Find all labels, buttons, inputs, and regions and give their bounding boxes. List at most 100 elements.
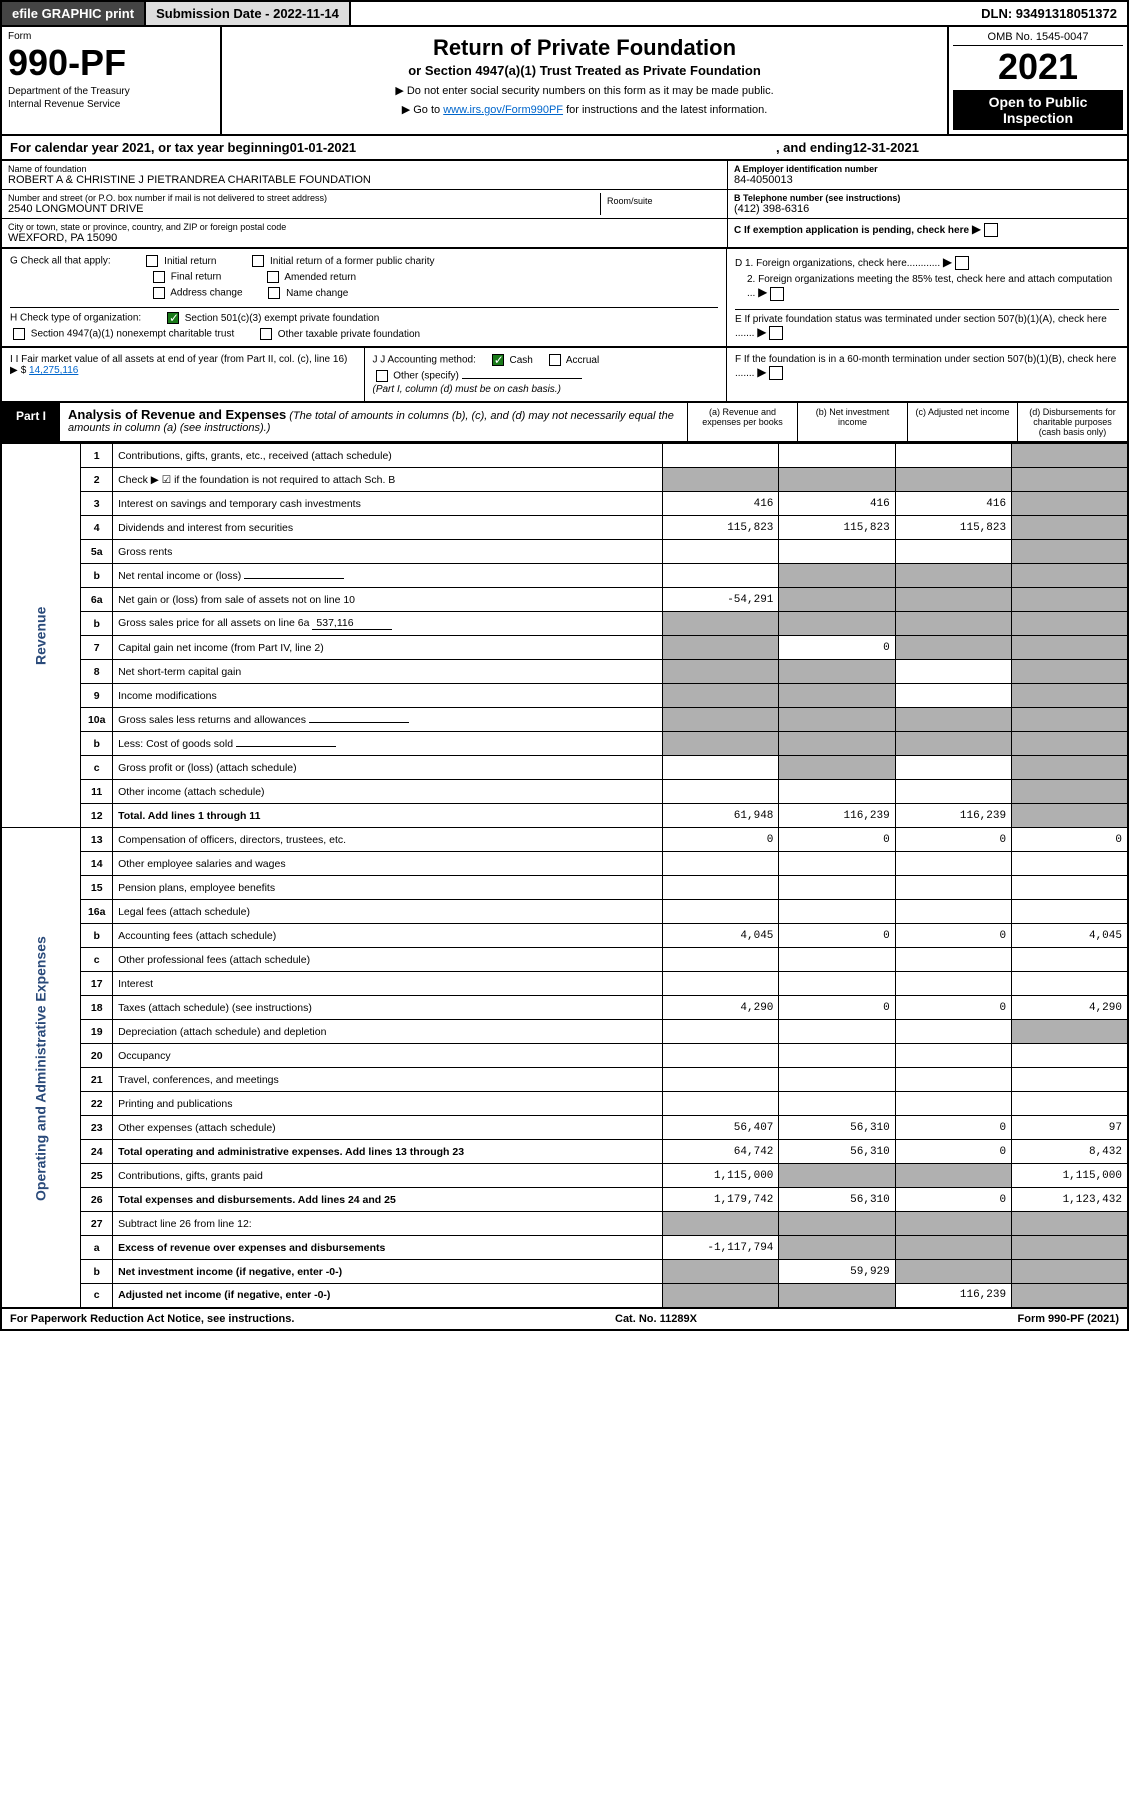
line-number: c — [81, 1284, 113, 1308]
col-b-value: 0 — [779, 636, 895, 660]
line-number: 15 — [81, 876, 113, 900]
table-row: 25Contributions, gifts, grants paid1,115… — [1, 1164, 1128, 1188]
line-number: 21 — [81, 1068, 113, 1092]
h-501c3-checkbox[interactable] — [167, 312, 179, 324]
g-name-change-checkbox[interactable] — [268, 287, 280, 299]
col-d-value — [1012, 1284, 1128, 1308]
line-number: 16a — [81, 900, 113, 924]
col-d-value — [1012, 708, 1128, 732]
col-a-value: 61,948 — [663, 804, 779, 828]
col-b-value — [779, 1068, 895, 1092]
d2-checkbox[interactable] — [770, 287, 784, 301]
j-other-checkbox[interactable] — [376, 370, 388, 382]
line-description: Less: Cost of goods sold — [113, 732, 663, 756]
col-b-value — [779, 732, 895, 756]
col-a-value — [663, 876, 779, 900]
col-a-value — [663, 708, 779, 732]
col-a-value: 64,742 — [663, 1140, 779, 1164]
col-c-value: 0 — [895, 1140, 1011, 1164]
g-initial-return-checkbox[interactable] — [146, 255, 158, 267]
line-number: 25 — [81, 1164, 113, 1188]
c-checkbox[interactable] — [984, 223, 998, 237]
ein-label: A Employer identification number — [734, 164, 1121, 174]
line-number: 7 — [81, 636, 113, 660]
col-c-value: 0 — [895, 1116, 1011, 1140]
g-initial-former-checkbox[interactable] — [252, 255, 264, 267]
f-checkbox[interactable] — [769, 366, 783, 380]
revenue-vlabel: Revenue — [1, 444, 81, 828]
line-description: Excess of revenue over expenses and disb… — [113, 1236, 663, 1260]
expenses-vlabel: Operating and Administrative Expenses — [1, 828, 81, 1308]
line-number: 3 — [81, 492, 113, 516]
col-b-value — [779, 468, 895, 492]
j-note: (Part I, column (d) must be on cash basi… — [373, 384, 719, 395]
phone-label: B Telephone number (see instructions) — [734, 193, 1121, 203]
line-description: Occupancy — [113, 1044, 663, 1068]
col-d-value — [1012, 468, 1128, 492]
h-4947-checkbox[interactable] — [13, 328, 25, 340]
col-a-value: 115,823 — [663, 516, 779, 540]
table-row: 20Occupancy — [1, 1044, 1128, 1068]
h-other-taxable-checkbox[interactable] — [260, 328, 272, 340]
foundation-name-label: Name of foundation — [8, 164, 721, 174]
e-checkbox[interactable] — [769, 326, 783, 340]
line-description: Net investment income (if negative, ente… — [113, 1260, 663, 1284]
col-d-value — [1012, 1212, 1128, 1236]
dln-label: DLN: 93491318051372 — [971, 2, 1127, 25]
i-fmv-amount-link[interactable]: 14,275,116 — [29, 365, 78, 376]
form-footer-label: Form 990-PF (2021) — [1018, 1313, 1119, 1325]
tax-year: 2021 — [953, 46, 1123, 88]
address-label: Number and street (or P.O. box number if… — [8, 193, 600, 203]
line-description: Gross sales less returns and allowances — [113, 708, 663, 732]
part1-badge: Part I — [2, 403, 60, 441]
j-cash-checkbox[interactable] — [492, 354, 504, 366]
table-row: 11Other income (attach schedule) — [1, 780, 1128, 804]
col-a-value: 0 — [663, 828, 779, 852]
table-row: 21Travel, conferences, and meetings — [1, 1068, 1128, 1092]
col-d-value — [1012, 492, 1128, 516]
col-a-value — [663, 1044, 779, 1068]
col-a-value — [663, 900, 779, 924]
col-a-value — [663, 1092, 779, 1116]
col-b-value: 59,929 — [779, 1260, 895, 1284]
col-b-value — [779, 1236, 895, 1260]
col-a-value — [663, 756, 779, 780]
col-d-value — [1012, 1020, 1128, 1044]
d2-label: 2. Foreign organizations meeting the 85%… — [735, 274, 1119, 300]
col-b-header: (b) Net investment income — [797, 403, 907, 441]
col-c-value — [895, 612, 1011, 636]
table-row: cOther professional fees (attach schedul… — [1, 948, 1128, 972]
efile-print-button[interactable]: efile GRAPHIC print — [2, 2, 146, 25]
col-a-value — [663, 468, 779, 492]
d1-checkbox[interactable] — [955, 256, 969, 270]
form-label: Form — [8, 31, 214, 42]
col-b-value — [779, 948, 895, 972]
col-b-value: 56,310 — [779, 1116, 895, 1140]
col-c-value: 115,823 — [895, 516, 1011, 540]
col-c-value — [895, 660, 1011, 684]
col-c-value — [895, 1164, 1011, 1188]
address-value: 2540 LONGMOUNT DRIVE — [8, 203, 600, 215]
col-c-value — [895, 540, 1011, 564]
line-description: Total. Add lines 1 through 11 — [113, 804, 663, 828]
table-row: 3Interest on savings and temporary cash … — [1, 492, 1128, 516]
table-row: 24Total operating and administrative exp… — [1, 1140, 1128, 1164]
line-number: 23 — [81, 1116, 113, 1140]
line-description: Interest on savings and temporary cash i… — [113, 492, 663, 516]
g-final-return-checkbox[interactable] — [153, 271, 165, 283]
col-c-value — [895, 588, 1011, 612]
g-amended-checkbox[interactable] — [267, 271, 279, 283]
e-label: E If private foundation status was termi… — [735, 309, 1119, 340]
instructions-link[interactable]: www.irs.gov/Form990PF — [443, 104, 563, 116]
omb-number: OMB No. 1545-0047 — [953, 31, 1123, 46]
col-d-value — [1012, 1068, 1128, 1092]
j-accrual-checkbox[interactable] — [549, 354, 561, 366]
col-d-value — [1012, 660, 1128, 684]
col-b-value — [779, 708, 895, 732]
ein-value: 84-4050013 — [734, 174, 1121, 186]
col-d-value: 1,123,432 — [1012, 1188, 1128, 1212]
line-description: Other professional fees (attach schedule… — [113, 948, 663, 972]
g-address-change-checkbox[interactable] — [153, 287, 165, 299]
col-d-header: (d) Disbursements for charitable purpose… — [1017, 403, 1127, 441]
line-description: Net gain or (loss) from sale of assets n… — [113, 588, 663, 612]
